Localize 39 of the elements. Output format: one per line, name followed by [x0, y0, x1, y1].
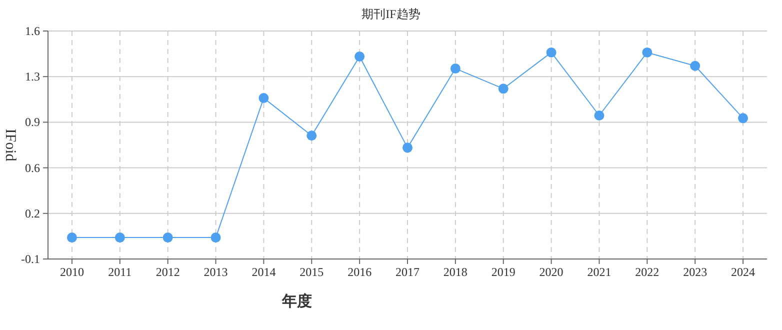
x-tick-label: 2022	[635, 265, 660, 279]
x-tick-label: 2013	[204, 265, 228, 279]
y-axis-title: IFoid	[2, 128, 18, 162]
x-tick-label: 2019	[491, 265, 516, 279]
point	[354, 51, 365, 62]
point	[498, 84, 508, 94]
x-tick-label: 2011	[108, 265, 132, 279]
point	[66, 232, 77, 243]
x-tick-label: 2024	[731, 265, 756, 279]
point	[546, 47, 556, 58]
y-tick-label: 1.3	[25, 70, 40, 84]
x-tick-label: 2021	[587, 265, 612, 279]
x-tick-label: 2012	[156, 265, 180, 279]
point	[402, 142, 412, 153]
x-tick-label: 2018	[443, 265, 468, 279]
point	[642, 47, 652, 58]
point	[690, 60, 700, 71]
point	[210, 232, 221, 243]
x-tick-label: 2014	[252, 265, 276, 279]
y-tick-label: 1.6	[25, 24, 40, 38]
y-tick-label: 0.2	[25, 206, 40, 220]
x-tick-label: 2017	[396, 265, 420, 279]
point	[450, 64, 460, 74]
point	[306, 130, 317, 141]
point	[594, 110, 604, 120]
y-tick-label: 0.6	[25, 160, 40, 175]
x-tick-label: 2016	[348, 265, 372, 279]
point	[114, 232, 125, 243]
point	[738, 113, 748, 124]
x-tick-label: 2023	[683, 265, 708, 279]
y-tick-label: 0.9	[25, 115, 40, 130]
x-tick-label: 2010	[60, 265, 84, 279]
y-tick-label: -0.1	[21, 252, 40, 266]
chart-title: 期刊IF趋势	[362, 7, 420, 21]
x-tick-label: 2015	[300, 265, 324, 279]
x-axis-title: 年度	[281, 292, 312, 310]
point	[258, 93, 269, 104]
x-tick-label: 2020	[539, 265, 564, 279]
point	[162, 232, 173, 243]
